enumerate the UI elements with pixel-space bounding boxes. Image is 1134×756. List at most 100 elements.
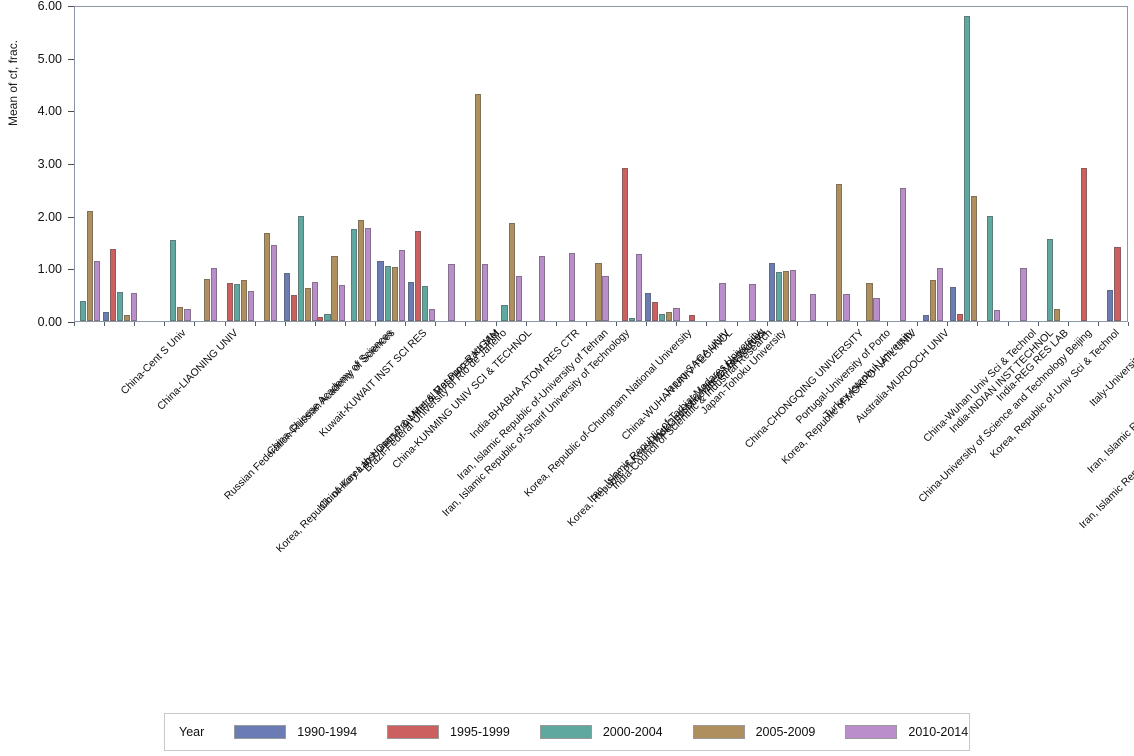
bar xyxy=(776,272,783,321)
bar xyxy=(311,281,319,321)
bar xyxy=(900,187,907,321)
x-axis-tick-mark xyxy=(1037,322,1039,326)
bar xyxy=(241,280,248,321)
bar xyxy=(264,233,271,321)
bar xyxy=(365,228,372,321)
legend-item[interactable]: 1990-1994 xyxy=(234,725,357,739)
bar xyxy=(79,301,87,321)
bar xyxy=(324,314,331,321)
x-axis-tick-mark xyxy=(676,322,678,326)
x-axis-tick-mark xyxy=(224,322,226,326)
plot-area xyxy=(74,6,1128,322)
bar xyxy=(538,255,545,321)
bar xyxy=(659,313,666,321)
bar xyxy=(398,249,405,321)
bar xyxy=(203,279,211,321)
bar xyxy=(689,314,696,321)
x-axis-tick-label: China-Chinese Academy of Sciences xyxy=(264,327,395,458)
x-axis-tick-mark xyxy=(706,322,708,326)
bar xyxy=(109,249,117,321)
legend-label: 1990-1994 xyxy=(297,725,358,739)
y-axis-tick-mark xyxy=(68,58,74,60)
bar xyxy=(970,196,978,321)
bar xyxy=(930,279,937,321)
bar-group xyxy=(738,7,768,321)
bar-group xyxy=(497,7,527,321)
y-axis-tick-mark xyxy=(68,6,74,7)
bar xyxy=(131,293,138,321)
legend-label: 1995-1999 xyxy=(450,725,510,739)
x-axis-tick-mark xyxy=(314,322,316,326)
bar-group xyxy=(283,7,319,321)
bar xyxy=(568,252,575,321)
x-axis-tick-mark xyxy=(1007,322,1009,326)
x-axis-tick-mark xyxy=(1097,322,1099,326)
x-axis-tick-mark xyxy=(525,322,527,326)
bar xyxy=(481,263,489,321)
x-axis-tick-mark xyxy=(887,322,889,326)
bar-group xyxy=(102,7,138,321)
bar xyxy=(391,267,398,321)
bar-group xyxy=(557,7,587,321)
bar xyxy=(993,309,1001,321)
bar xyxy=(986,216,994,321)
x-axis-tick-mark xyxy=(194,322,196,326)
y-axis-tick-label: 1.00 xyxy=(37,262,62,277)
bar xyxy=(666,311,673,321)
x-axis-tick-mark xyxy=(616,322,618,326)
legend-swatch xyxy=(692,725,745,739)
bar xyxy=(923,314,930,321)
bar xyxy=(508,223,515,321)
y-axis-tick-label: 5.00 xyxy=(37,51,62,66)
bar xyxy=(226,283,234,321)
bar xyxy=(384,265,391,321)
bar xyxy=(407,282,414,321)
bar xyxy=(414,230,421,321)
bar-group xyxy=(226,7,256,321)
bar xyxy=(338,285,345,321)
x-axis-tick-mark xyxy=(917,322,919,326)
legend-swatch xyxy=(845,725,898,739)
bar xyxy=(963,15,970,321)
legend-item[interactable]: 2010-2014 xyxy=(845,725,968,739)
legend-item[interactable]: 2005-2009 xyxy=(692,725,815,739)
x-axis-tick-mark xyxy=(465,322,467,326)
bar xyxy=(102,312,110,321)
x-axis-tick-mark xyxy=(254,322,256,326)
bar xyxy=(595,263,602,321)
legend-item[interactable]: 1995-1999 xyxy=(387,725,510,739)
bar xyxy=(474,94,482,321)
bar-group xyxy=(436,7,466,321)
bar-group xyxy=(798,7,828,321)
legend-title: Year xyxy=(179,725,205,739)
y-axis-tick-label: 2.00 xyxy=(37,209,62,224)
bar xyxy=(719,282,726,321)
bar xyxy=(421,286,428,321)
bar xyxy=(836,183,843,321)
bar xyxy=(843,293,850,321)
bar-group xyxy=(1099,7,1129,321)
x-axis-tick-mark xyxy=(736,322,738,326)
x-axis-tick-mark xyxy=(495,322,497,326)
x-axis-tick-mark xyxy=(164,322,166,326)
bar xyxy=(602,276,609,321)
bar-group xyxy=(316,7,346,321)
legend-item[interactable]: 2000-2004 xyxy=(539,725,663,739)
bar xyxy=(428,309,436,321)
x-axis-tick-mark xyxy=(856,322,858,326)
x-axis-tick-mark xyxy=(134,322,136,326)
bar-group xyxy=(707,7,737,321)
bar-group xyxy=(587,7,617,321)
x-axis-tick-mark xyxy=(435,322,437,326)
bar xyxy=(297,215,304,321)
x-axis-tick-mark xyxy=(1067,322,1069,326)
bar-group xyxy=(1069,7,1099,321)
y-axis-tick-label: 3.00 xyxy=(37,157,62,171)
bar-group xyxy=(918,7,948,321)
bar xyxy=(271,244,278,321)
bar xyxy=(956,314,963,321)
bar xyxy=(290,294,297,321)
bar xyxy=(749,284,756,321)
bar xyxy=(283,273,290,321)
